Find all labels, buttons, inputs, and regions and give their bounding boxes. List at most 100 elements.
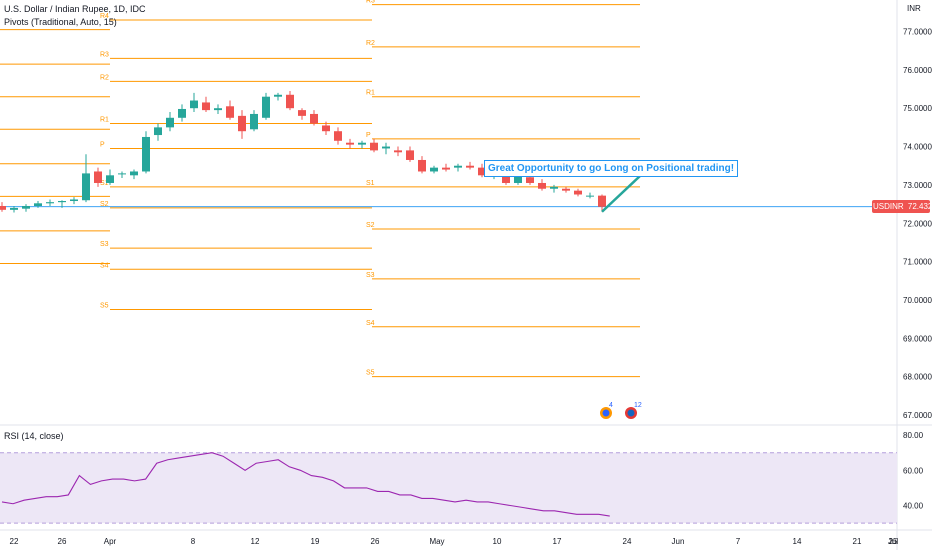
y-tick-label: 67.0000 xyxy=(903,411,932,420)
candle-body xyxy=(154,127,162,136)
candle xyxy=(142,131,150,174)
pivot-label-p: P xyxy=(100,141,105,148)
x-tick-label: Apr xyxy=(104,537,117,546)
candle xyxy=(238,110,246,139)
candle-body xyxy=(334,131,342,141)
x-tick-label: 25 xyxy=(889,537,898,546)
candle xyxy=(382,142,390,155)
y-tick-label: 74.0000 xyxy=(903,143,932,152)
rsi-band-layer xyxy=(0,452,897,524)
candle xyxy=(466,161,474,170)
candle xyxy=(70,197,78,205)
candle-body xyxy=(10,207,18,210)
candle-body xyxy=(238,115,246,132)
y-tick-label: 73.0000 xyxy=(903,181,932,190)
x-tick-label: 24 xyxy=(623,537,632,546)
pivot-label-s5: S5 xyxy=(366,370,375,377)
candle-body xyxy=(0,205,6,210)
candle xyxy=(106,169,114,185)
candle xyxy=(346,138,354,149)
candle xyxy=(478,163,486,178)
candle xyxy=(442,163,450,172)
candle xyxy=(310,110,318,126)
pivot-label-r2: R2 xyxy=(366,40,375,47)
symbol-title: U.S. Dollar / Indian Rupee, 1D, IDC xyxy=(4,4,146,14)
candle xyxy=(370,138,378,153)
candle-body xyxy=(46,202,54,204)
x-tick-label: 8 xyxy=(191,537,196,546)
axes: 67.0000 68.0000 69.0000 70.0000 71.0000 72.00… xyxy=(10,28,932,547)
candle xyxy=(430,165,438,174)
candle xyxy=(82,154,90,203)
y-tick-label: 69.0000 xyxy=(903,334,932,343)
pivot-levels: R5R4R3R2R1PS1S2S3S4S5R5R4R3R2R1PS1S2S3S4… xyxy=(0,0,640,378)
pivot-label-s4: S4 xyxy=(100,262,109,269)
candle-body xyxy=(514,175,522,183)
candle-body xyxy=(58,201,66,203)
candle-body xyxy=(226,106,234,118)
x-tick-label: Jul xyxy=(888,537,898,546)
event-count: 4 xyxy=(609,402,613,409)
x-tick-label: 10 xyxy=(493,537,502,546)
candle-body xyxy=(130,171,138,176)
y-tick-label: 76.0000 xyxy=(903,66,932,75)
candle-body xyxy=(190,100,198,109)
candle-body xyxy=(394,150,402,153)
x-tick-label: 7 xyxy=(736,537,741,546)
x-tick-label: 26 xyxy=(58,537,67,546)
candles xyxy=(0,90,606,213)
candle xyxy=(574,188,582,197)
annotation-callout[interactable]: Great Opportunity to go Long on Position… xyxy=(484,160,739,177)
candle xyxy=(10,205,18,213)
candle xyxy=(454,163,462,172)
candle xyxy=(550,184,558,193)
candle xyxy=(34,201,42,208)
event-icon-flag[interactable]: 4 xyxy=(599,402,613,420)
candle-body xyxy=(454,165,462,168)
x-tick-label: Jun xyxy=(672,537,685,546)
pivot-label-s2: S2 xyxy=(366,222,375,229)
candle-body xyxy=(70,199,78,202)
candle xyxy=(250,110,258,132)
candle-body xyxy=(94,171,102,183)
y-tick-label: 70.0000 xyxy=(903,296,932,305)
candle-body xyxy=(382,146,390,149)
candle-body xyxy=(598,195,606,207)
pivot-label-r2: R2 xyxy=(100,74,109,81)
candle-body xyxy=(562,188,570,191)
candle xyxy=(586,192,594,199)
candle-body xyxy=(118,173,126,175)
event-icon-flag[interactable]: 12 xyxy=(624,402,642,420)
candle xyxy=(178,104,186,122)
rsi-title: RSI (14, close) xyxy=(4,431,64,441)
candle-body xyxy=(178,108,186,118)
candle-body xyxy=(262,96,270,118)
candle xyxy=(94,167,102,187)
x-tick-label: 21 xyxy=(853,537,862,546)
pivot-label-s1: S1 xyxy=(366,180,375,187)
candle xyxy=(190,92,198,113)
candle-body xyxy=(526,177,534,183)
pivot-label-s3: S3 xyxy=(100,241,109,248)
indicator-title: Pivots (Traditional, Auto, 15) xyxy=(4,17,117,27)
pivot-label-s4: S4 xyxy=(366,320,375,327)
pivot-label-r3: R3 xyxy=(100,51,109,58)
candle-body xyxy=(142,136,150,172)
candle-body xyxy=(370,142,378,151)
candle-body xyxy=(538,182,546,189)
pivot-label-s5: S5 xyxy=(100,303,109,310)
badge-price: 72.4325 xyxy=(907,202,932,212)
candle xyxy=(166,112,174,132)
candle-body xyxy=(274,94,282,97)
event-count: 12 xyxy=(634,402,642,409)
candle-body xyxy=(346,142,354,145)
candle xyxy=(406,146,414,162)
candle xyxy=(0,202,6,212)
y-tick-label: 71.0000 xyxy=(903,258,932,267)
badge-symbol: USDINR xyxy=(873,202,904,212)
x-tick-label: 26 xyxy=(371,537,380,546)
candle-body xyxy=(202,102,210,111)
candle xyxy=(562,186,570,193)
candle-body xyxy=(34,203,42,206)
